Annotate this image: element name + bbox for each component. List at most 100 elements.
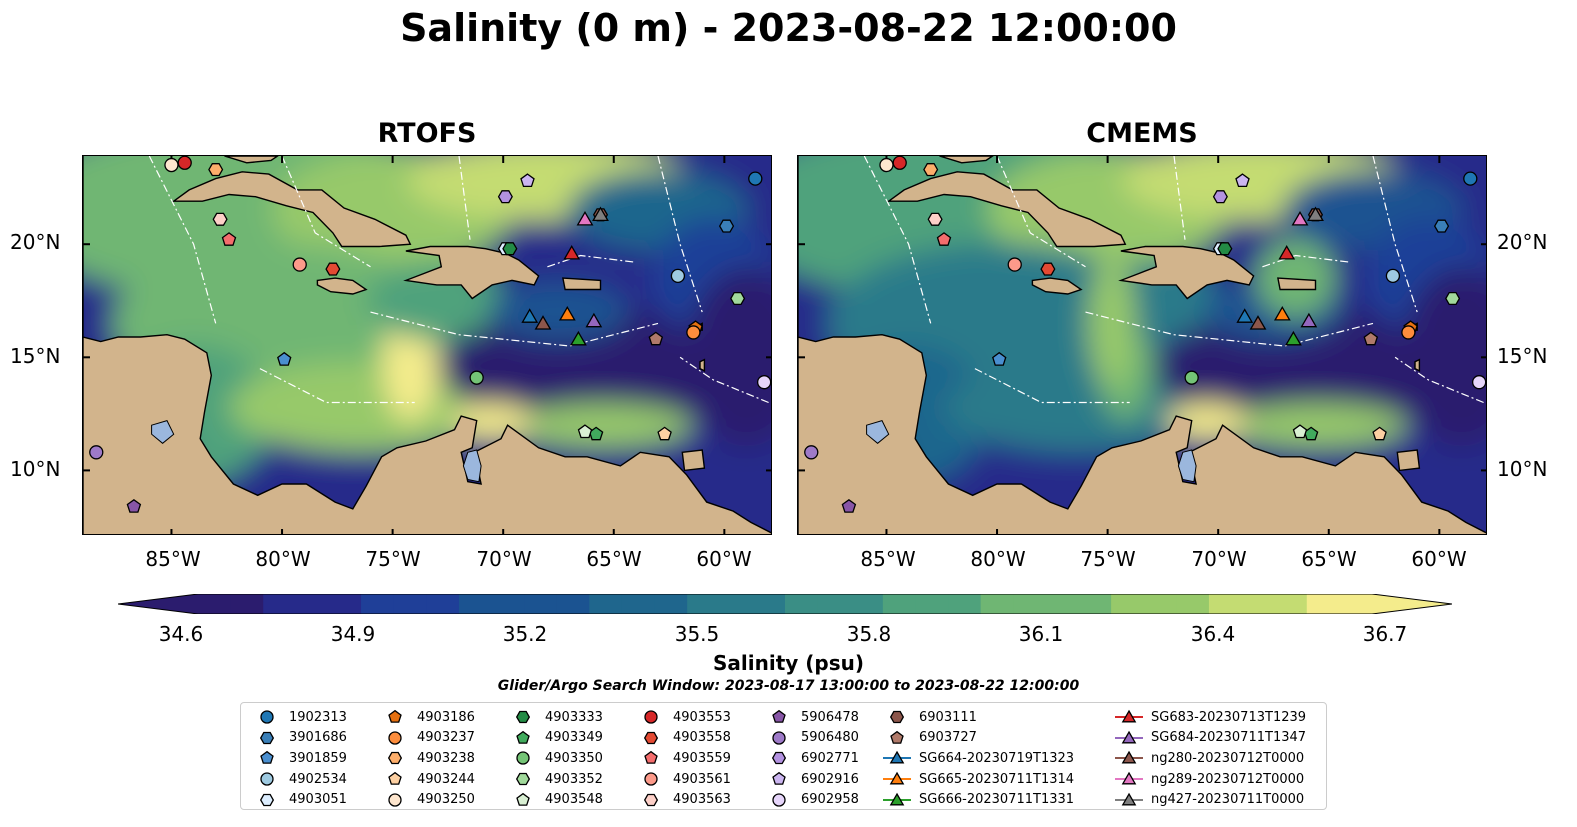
legend-item: 3901686 — [251, 728, 347, 749]
platform-marker — [1292, 424, 1308, 439]
legend-marker-icon — [259, 793, 275, 806]
platform-marker — [592, 206, 609, 222]
platform-marker — [1363, 331, 1379, 346]
platform-marker — [534, 315, 552, 330]
land-mass — [1396, 449, 1421, 472]
legend-item: 4903563 — [635, 789, 731, 810]
legend-label: 4903333 — [545, 709, 603, 725]
colorbar-segment — [1013, 594, 1047, 614]
platform-marker — [1401, 325, 1416, 340]
colorbar-segment — [1176, 594, 1210, 614]
legend-item: 4903352 — [507, 769, 603, 790]
legend-item: 4903186 — [379, 707, 475, 728]
lat-tick-label: 20°N — [10, 230, 61, 254]
legend-item: SG665-20230711T1314 — [881, 769, 1074, 790]
legend-marker-icon — [889, 711, 905, 724]
colorbar-tick-label: 35.2 — [502, 622, 548, 646]
platform-marker — [292, 257, 307, 272]
land-mass — [224, 156, 279, 164]
search-window-caption: Glider/Argo Search Window: 2023-08-17 13… — [497, 678, 1080, 694]
platform-marker — [1273, 305, 1291, 321]
platform-marker — [469, 370, 484, 385]
legend-label: SG684-20230711T1347 — [1151, 730, 1307, 746]
legend-marker-icon — [883, 792, 911, 806]
map-panel-rtofs[interactable] — [82, 155, 772, 535]
legend-item: 4903238 — [379, 748, 475, 769]
legend-label: ng427-20230711T0000 — [1151, 792, 1305, 808]
lat-tick-label: 15°N — [10, 344, 61, 368]
platform-marker — [1300, 312, 1318, 328]
platform-marker — [208, 163, 224, 177]
colorbar-segment — [621, 594, 656, 614]
colorbar-tick-label: 35.8 — [846, 622, 892, 646]
legend-marker-icon — [1115, 792, 1143, 806]
platform-marker — [748, 171, 763, 186]
lon-tick-label: 85°W — [860, 547, 916, 571]
platform-marker — [1372, 426, 1387, 441]
platform-marker — [221, 232, 237, 246]
platform-marker — [892, 156, 907, 170]
salinity-patch — [1227, 403, 1408, 448]
platform-marker — [757, 375, 771, 390]
colorbar-tick-label: 35.5 — [674, 622, 720, 646]
platform-marker — [1249, 315, 1267, 330]
platform-marker — [1307, 206, 1324, 222]
salinity-patch — [512, 403, 693, 448]
platform-marker — [879, 157, 894, 173]
legend-marker-icon — [772, 793, 786, 807]
legend-label: ng289-20230712T0000 — [1151, 771, 1305, 787]
platform-marker — [325, 262, 341, 276]
platform-marker — [1235, 173, 1250, 188]
platform-marker — [1433, 219, 1450, 233]
lon-tick-label: 80°W — [255, 547, 311, 571]
colorbar-segment — [719, 594, 753, 614]
colorbar-segment — [426, 594, 460, 614]
colorbar-extend-min — [118, 594, 198, 614]
legend-label: 5906480 — [801, 730, 859, 746]
colorbar-segment — [1045, 594, 1080, 614]
platform-marker — [1278, 244, 1296, 260]
map-panel-cmems[interactable] — [797, 155, 1487, 535]
platform-marker — [1472, 375, 1486, 390]
colorbar-segment — [295, 594, 330, 614]
lon-tick-label: 70°W — [476, 547, 532, 571]
legend: 1902313 3901686 3901859 4902534 4903051 … — [240, 702, 1327, 810]
legend-label: 4903349 — [545, 730, 603, 746]
platform-marker — [502, 242, 518, 256]
colorbar-segment — [1274, 594, 1308, 614]
legend-label: 4903561 — [673, 771, 731, 787]
platform-marker — [718, 219, 735, 233]
colorbar-segment — [263, 594, 297, 614]
land-mass — [171, 171, 412, 248]
salinity-patch — [686, 267, 771, 448]
colorbar-segment — [817, 594, 851, 614]
legend-marker-icon — [883, 771, 911, 785]
legend-marker-icon — [260, 710, 274, 724]
land-mass — [316, 277, 368, 295]
legend-item: SG684-20230711T1347 — [1113, 728, 1306, 749]
colorbar-segment — [980, 594, 1014, 614]
land-mass — [1118, 245, 1255, 300]
colorbar-segment — [654, 594, 688, 614]
legend-item: 4903553 — [635, 707, 731, 728]
panel-title-rtofs: RTOFS — [377, 118, 477, 149]
colorbar-tick-label: 34.6 — [158, 622, 204, 646]
legend-column: 5906478 5906480 6902771 6902916 6902958 — [763, 707, 859, 810]
colorbar-segment — [198, 594, 232, 614]
colorbar-segment — [850, 594, 884, 614]
colorbar-tick-label: 36.7 — [1362, 622, 1408, 646]
legend-label: 4903563 — [673, 792, 731, 808]
legend-marker-icon — [516, 751, 530, 766]
land-mass — [699, 358, 706, 373]
platform-marker — [520, 173, 535, 188]
platform-marker — [1040, 262, 1056, 276]
land-mass — [1031, 277, 1083, 295]
legend-label: 4903553 — [673, 709, 731, 725]
platform-marker — [657, 426, 672, 441]
legend-marker-icon — [644, 772, 658, 786]
lat-tick-label: 20°N — [1497, 230, 1548, 254]
colorbar-segment — [589, 594, 623, 614]
colorbar-segment — [230, 594, 264, 614]
map-canvas — [83, 156, 771, 534]
legend-marker-icon — [388, 710, 402, 724]
